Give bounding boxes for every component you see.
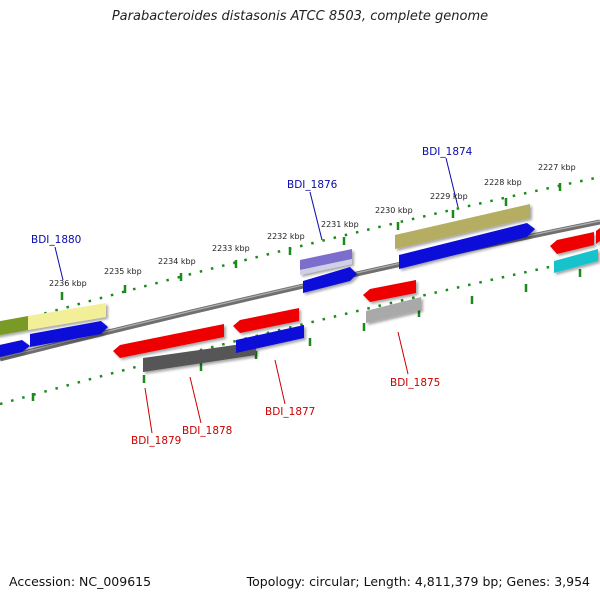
scale-label: 2227 kbp	[538, 163, 576, 172]
gene-feature	[143, 342, 256, 372]
scale-label: 2236 kbp	[49, 279, 87, 288]
gene-feature	[0, 316, 28, 336]
forward-outer-features	[0, 204, 530, 336]
upper-major-ticks	[60, 183, 562, 300]
label-leaders	[54, 157, 459, 434]
gene-labels: BDI_1880 BDI_1876 BDI_1874 BDI_1875 BDI_…	[31, 146, 473, 447]
lower-major-ticks	[31, 269, 582, 401]
gene-feature	[0, 340, 30, 357]
topology-text: Topology: circular; Length: 4,811,379 bp…	[246, 574, 590, 589]
gene-feature	[300, 249, 352, 270]
scale-labels: 2236 kbp 2235 kbp 2234 kbp 2233 kbp 2232…	[49, 163, 576, 288]
forward-inner-features	[0, 223, 535, 357]
gene-feature	[303, 267, 357, 293]
gene-label-bdi-1874: BDI_1874	[422, 146, 473, 158]
gene-label-bdi-1878: BDI_1878	[182, 425, 232, 437]
scale-label: 2228 kbp	[484, 178, 522, 187]
map-title: Parabacteroides distasonis ATCC 8503, co…	[111, 9, 489, 24]
gene-label-bdi-1876: BDI_1876	[287, 179, 338, 191]
gene-feature	[28, 303, 106, 330]
reverse-features	[113, 228, 600, 372]
gene-feature	[395, 204, 530, 249]
scale-label: 2229 kbp	[430, 192, 468, 201]
scale-label: 2232 kbp	[267, 232, 305, 241]
gene-feature	[30, 321, 108, 347]
gene-feature	[554, 249, 598, 273]
gene-label-bdi-1877: BDI_1877	[265, 406, 315, 418]
gene-feature	[300, 259, 352, 275]
scale-label: 2230 kbp	[375, 206, 413, 215]
gene-feature	[596, 228, 600, 244]
scale-label: 2233 kbp	[212, 244, 250, 253]
gene-label-bdi-1880: BDI_1880	[31, 234, 81, 246]
accession-text: Accession: NC_009615	[9, 574, 152, 589]
gene-feature	[550, 232, 594, 254]
upper-scale-track	[0, 175, 600, 328]
gene-feature	[233, 308, 299, 333]
gene-feature	[399, 223, 535, 269]
gene-feature	[236, 325, 304, 353]
gene-feature	[363, 280, 416, 302]
gene-feature	[366, 297, 421, 323]
scale-label: 2231 kbp	[321, 220, 359, 229]
scale-label: 2235 kbp	[104, 267, 142, 276]
scale-label: 2234 kbp	[158, 257, 196, 266]
gene-label-bdi-1879: BDI_1879	[131, 435, 181, 447]
gene-label-bdi-1875: BDI_1875	[390, 377, 440, 389]
gene-feature	[113, 324, 224, 358]
